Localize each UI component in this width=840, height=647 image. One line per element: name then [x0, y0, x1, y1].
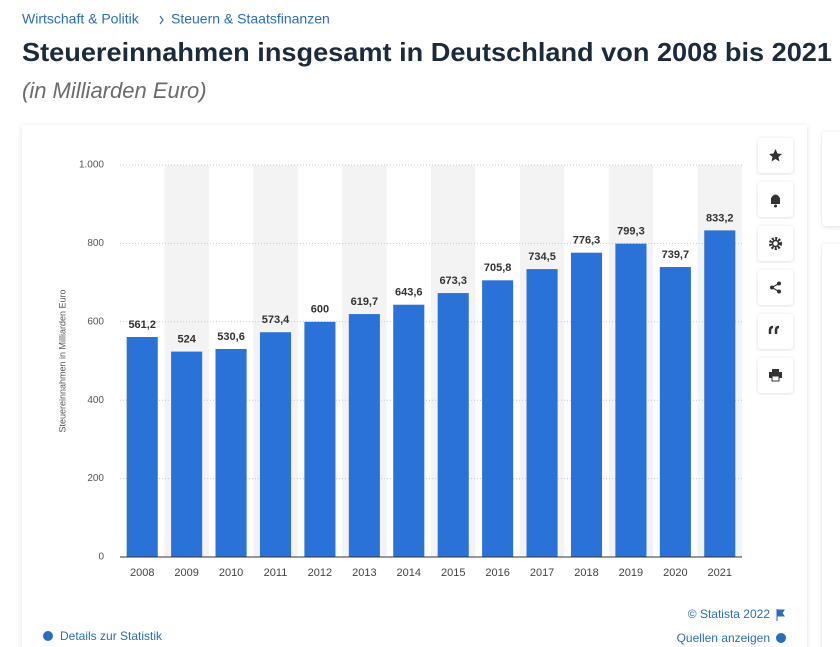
x-tick-label: 2017	[530, 567, 554, 579]
subtitle: (in Milliarden Euro)	[22, 78, 207, 103]
y-tick-label: 400	[87, 395, 104, 406]
value-label: 734,5	[528, 251, 556, 263]
copyright: © Statista 2022	[688, 607, 771, 621]
breadcrumb-link[interactable]: Steuern & Staatsfinanzen	[171, 11, 330, 27]
notify-button[interactable]	[758, 182, 793, 217]
value-label: 643,6	[395, 287, 423, 299]
value-label: 530,6	[217, 331, 245, 343]
x-tick-label: 2014	[397, 567, 421, 579]
bar	[526, 269, 558, 557]
bar	[482, 280, 514, 557]
value-label: 561,2	[128, 319, 156, 331]
bar	[437, 293, 469, 557]
bar	[393, 304, 425, 557]
y-tick-label: 1.000	[79, 160, 104, 171]
flag-icon	[776, 609, 785, 621]
x-tick-label: 2009	[174, 567, 198, 579]
bar	[304, 321, 336, 557]
x-tick-label: 2012	[308, 567, 332, 579]
print-button[interactable]	[758, 358, 793, 393]
bar	[215, 349, 247, 557]
value-label: 573,4	[262, 314, 290, 326]
info-icon	[776, 633, 786, 643]
value-label: 524	[177, 333, 196, 345]
side-card	[822, 132, 840, 226]
x-tick-label: 2020	[663, 567, 687, 579]
title: Steuereinnahmen insgesamt in Deutschland…	[22, 37, 832, 67]
sources-link[interactable]: Quellen anzeigen	[677, 631, 770, 645]
bar	[704, 230, 736, 557]
details-link[interactable]: Details zur Statistik	[60, 629, 163, 643]
y-tick-label: 800	[87, 238, 104, 249]
breadcrumb-link[interactable]: Wirtschaft & Politik	[22, 11, 140, 27]
bar	[259, 332, 292, 557]
x-tick-label: 2013	[352, 567, 376, 579]
info-icon	[43, 631, 53, 641]
value-label: 776,3	[573, 235, 601, 247]
y-tick-label: 200	[87, 473, 104, 484]
cite-button[interactable]	[758, 314, 793, 349]
share-button[interactable]	[758, 270, 793, 305]
favorite-button[interactable]	[758, 138, 793, 173]
breadcrumb-separator	[159, 15, 164, 25]
x-tick-label: 2016	[485, 567, 509, 579]
settings-button[interactable]	[758, 226, 793, 261]
x-tick-label: 2010	[219, 567, 243, 579]
value-label: 619,7	[351, 296, 379, 308]
x-tick-label: 2018	[574, 567, 598, 579]
toolbar	[758, 138, 793, 393]
bar	[348, 314, 380, 557]
value-label: 600	[311, 304, 329, 316]
x-tick-label: 2015	[441, 567, 465, 579]
value-label: 833,2	[706, 212, 734, 224]
side-card	[822, 244, 840, 647]
value-label: 739,7	[662, 249, 690, 261]
x-tick-label: 2008	[130, 567, 154, 579]
value-label: 673,3	[439, 275, 467, 287]
value-label: 705,8	[484, 262, 512, 274]
plot: 0 200 400 600 800 1.000 2008 561,2 2009 524 2010 53…	[79, 160, 742, 579]
x-tick-label: 2011	[264, 567, 288, 579]
x-tick-label: 2019	[619, 567, 643, 579]
y-tick-label: 600	[87, 316, 104, 327]
y-axis-label: Steuereinnahmen in Milliarden Euro	[57, 289, 67, 432]
bar	[570, 252, 603, 557]
x-tick-label: 2021	[708, 567, 732, 579]
y-tick-label: 0	[98, 552, 104, 563]
bar	[126, 337, 158, 557]
bar	[615, 243, 647, 558]
bar	[659, 267, 691, 557]
value-label: 799,3	[617, 226, 645, 238]
bar	[171, 351, 203, 557]
